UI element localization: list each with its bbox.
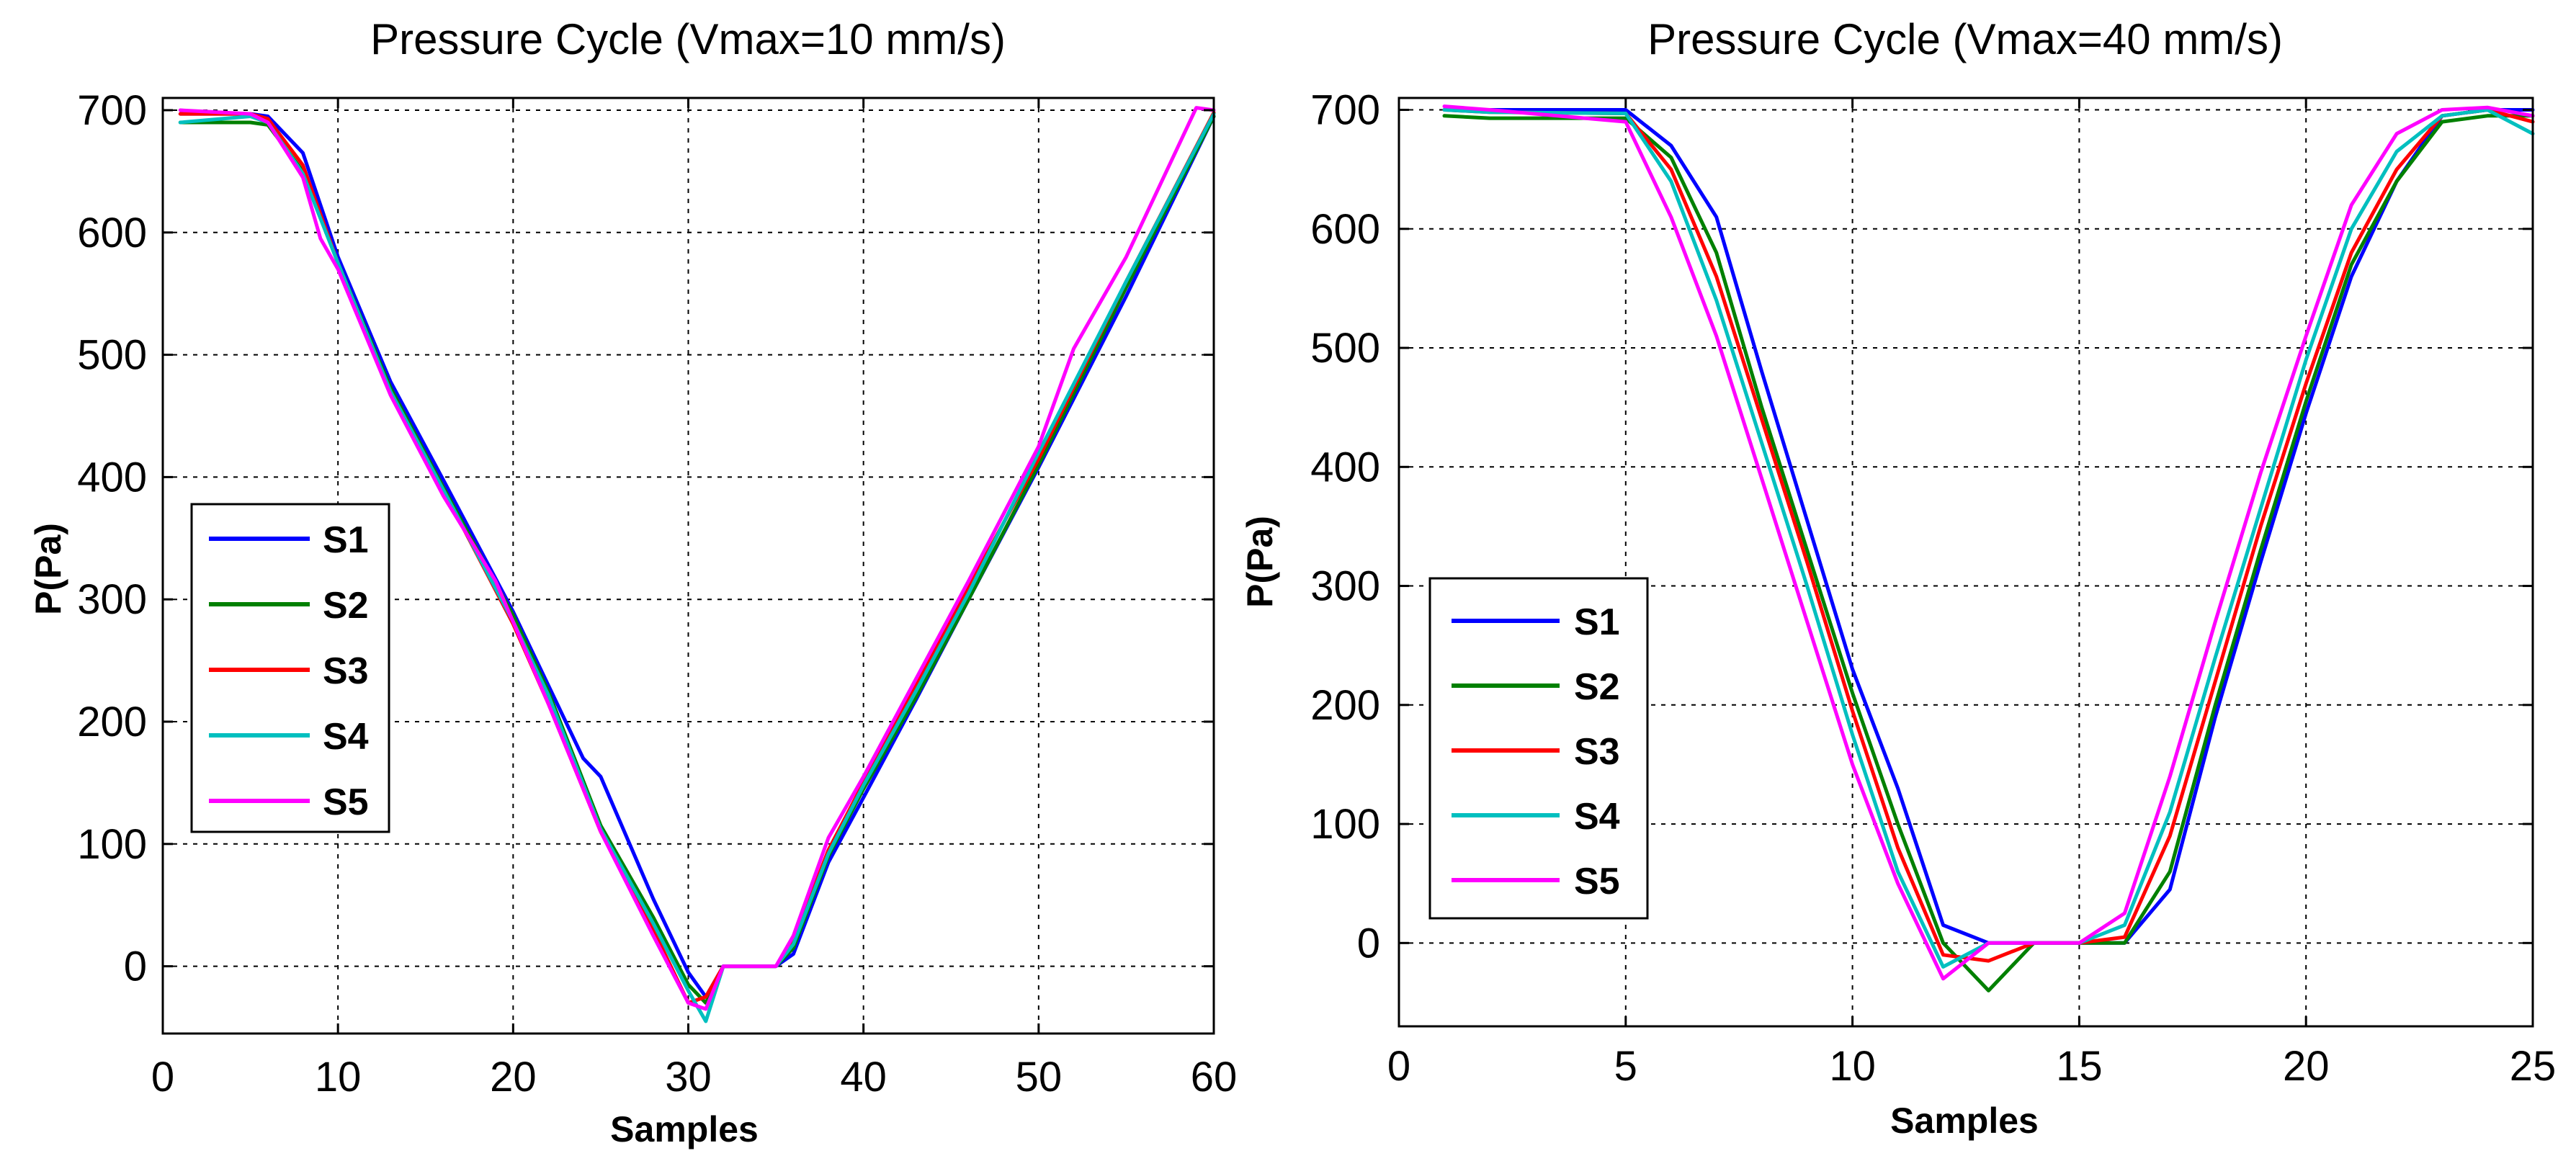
x-tick-label: 30	[665, 1054, 712, 1101]
legend-label: S1	[323, 519, 369, 561]
y-tick-label: 600	[77, 210, 147, 256]
series-line-s5	[1442, 104, 2535, 981]
x-tick-label: 10	[1829, 1043, 1876, 1090]
x-tick-label: 60	[1191, 1054, 1238, 1101]
series-group	[178, 106, 1216, 1023]
legend-label: S5	[323, 781, 369, 823]
y-tick-label: 700	[1310, 87, 1380, 134]
y-tick-label: 500	[77, 332, 147, 379]
y-tick-label: 400	[1310, 444, 1380, 490]
x-tick-label: 5	[1614, 1043, 1637, 1090]
x-axis-label: Samples	[1890, 1101, 2039, 1141]
legend-label: S2	[1574, 666, 1620, 708]
y-axis-label: P(Pa)	[1240, 516, 1280, 608]
legend: S1 S2 S3 S4 S5	[1428, 577, 1649, 920]
series-group	[1442, 104, 2535, 992]
chart-vmax-40: Pressure Cycle (Vmax=40 mm/s) 0 5 10 15 20 25…	[1240, 15, 2556, 1141]
y-tick-label: 700	[77, 87, 147, 134]
plot-frame	[1397, 97, 2534, 1028]
chart-vmax-10: Pressure Cycle (Vmax=10 mm/s) 0 10 20 30 40 5…	[28, 15, 1237, 1149]
x-tick-label: 20	[490, 1054, 537, 1101]
chart-title: Pressure Cycle (Vmax=40 mm/s)	[1647, 15, 2283, 63]
y-tick-label: 0	[1357, 920, 1380, 967]
chart-title: Pressure Cycle (Vmax=10 mm/s)	[370, 15, 1006, 63]
x-axis-label: Samples	[610, 1109, 759, 1149]
x-tick-label: 0	[151, 1054, 174, 1101]
legend-label: S4	[1574, 796, 1620, 838]
x-tick-label: 0	[1387, 1043, 1410, 1090]
x-tick-label: 25	[2510, 1043, 2557, 1090]
legend: S1 S2 S3 S4 S5	[190, 503, 390, 833]
y-tick-label: 600	[1310, 206, 1380, 253]
x-tick-label: 40	[840, 1054, 887, 1101]
y-tick-label: 500	[1310, 325, 1380, 372]
x-tick-label: 50	[1016, 1054, 1063, 1101]
legend-label: S4	[323, 716, 369, 758]
y-tick-label: 300	[1310, 563, 1380, 610]
y-tick-label: 100	[77, 821, 147, 868]
y-tick-label: 300	[77, 576, 147, 623]
y-tick-label: 0	[124, 943, 147, 990]
legend-label: S2	[323, 585, 369, 627]
y-tick-label: 200	[1310, 682, 1380, 729]
axis-ticks: 0 5 10 15 20 25 0 100 200 300 400 500 600 700	[1310, 87, 2556, 1090]
legend-label: S5	[1574, 861, 1620, 902]
x-tick-label: 10	[315, 1054, 362, 1101]
legend-label: S3	[323, 650, 369, 692]
legend-label: S3	[1574, 731, 1620, 773]
y-tick-label: 400	[77, 454, 147, 501]
legend-label: S1	[1574, 601, 1620, 643]
series-line-s4	[178, 112, 1216, 1023]
y-tick-label: 200	[77, 699, 147, 745]
grid	[1399, 98, 2533, 1026]
y-axis-label: P(Pa)	[28, 523, 68, 615]
x-tick-label: 15	[2056, 1043, 2103, 1090]
series-line-s5	[178, 106, 1216, 1011]
y-tick-label: 100	[1310, 801, 1380, 848]
x-tick-label: 20	[2283, 1043, 2330, 1090]
